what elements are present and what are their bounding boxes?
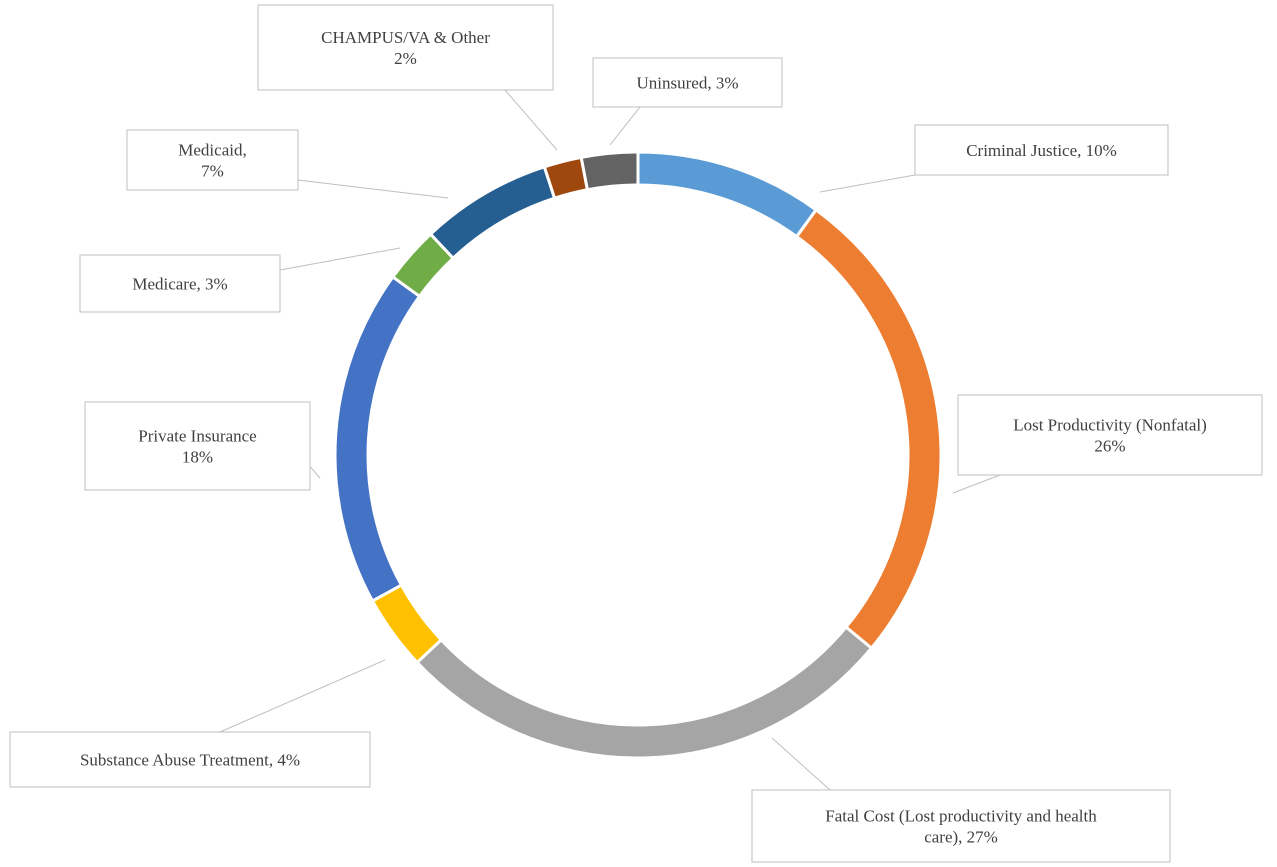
data-label: Lost Productivity (Nonfatal) 26% (1013, 416, 1207, 456)
slice (333, 274, 422, 604)
leader-line (819, 174, 916, 193)
leader-line (297, 179, 449, 199)
label-box (592, 57, 783, 108)
label-box (79, 254, 281, 313)
label-box (751, 789, 1171, 863)
data-label: CHAMPUS/VA & Other 2% (321, 28, 490, 68)
label-box (126, 129, 299, 191)
slice (579, 150, 640, 192)
leader-line (219, 659, 386, 733)
leader-line (279, 247, 401, 271)
leader-line (952, 474, 1001, 494)
data-label: Medicaid, 7% (178, 141, 246, 181)
data-label: Medicare, 3% (132, 275, 227, 294)
slice (428, 164, 557, 261)
leader-line (771, 737, 831, 791)
data-label: Substance Abuse Treatment, 4% (80, 751, 300, 770)
data-label: Private Insurance 18% (138, 427, 256, 467)
data-label: Criminal Justice, 10% (966, 141, 1117, 160)
slice (636, 150, 819, 239)
label-box (84, 401, 311, 491)
label-box (9, 731, 371, 788)
label-box (257, 4, 554, 91)
data-label: Fatal Cost (Lost productivity and health… (825, 807, 1097, 847)
label-box (957, 394, 1263, 476)
slice (794, 207, 943, 651)
data-label: Uninsured, 3% (637, 74, 739, 93)
leader-line (609, 106, 641, 146)
label-box (914, 124, 1169, 176)
leader-line (504, 89, 558, 151)
slice (415, 624, 874, 760)
